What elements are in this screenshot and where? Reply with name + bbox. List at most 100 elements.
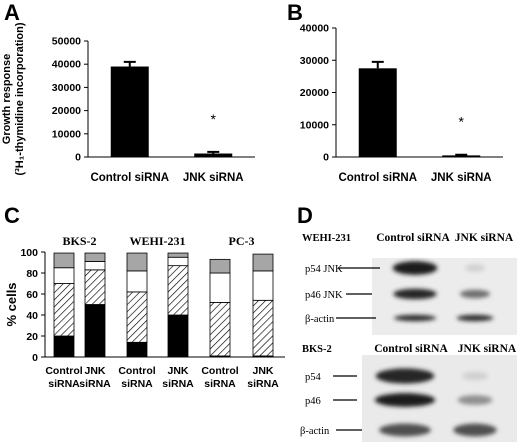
significance-marker: * <box>211 111 217 127</box>
stack-segment <box>167 252 189 258</box>
blot-column-header: Control siRNA <box>374 343 448 355</box>
y-tick-label: 0 <box>75 152 81 164</box>
blot-column-header: JNK siRNA <box>455 232 514 244</box>
chart-a: 0 10000 20000 30000 40000 50000 Control siRNA *… <box>1 22 255 184</box>
blot-row-label: p54 JNK <box>305 264 343 275</box>
blot-cell-line: BKS-2 <box>302 344 332 355</box>
y-tick-label: 50000 <box>52 36 81 48</box>
category-label-line1: JNK <box>252 365 273 377</box>
stack-segment <box>167 256 189 267</box>
blot-row-label: p46 <box>305 396 321 407</box>
stack-segment <box>252 270 274 301</box>
y-tick-label: 20000 <box>52 105 81 117</box>
stack-segment <box>126 291 148 343</box>
category-label-line2: siRNA <box>162 378 194 390</box>
group-label: WEHI-231 <box>129 234 185 248</box>
y-tick-label: 30000 <box>300 55 329 67</box>
bar <box>194 153 233 157</box>
bar <box>110 66 149 157</box>
panel-label-b: B <box>287 0 303 25</box>
stack-segment <box>53 283 75 337</box>
category-label-line1: Control <box>201 365 238 377</box>
blot-band <box>456 314 494 322</box>
bar <box>358 68 397 157</box>
y-tick-label: 40000 <box>300 23 329 35</box>
stack-segment <box>53 252 75 269</box>
panel-label-d: D <box>297 203 313 228</box>
category-label-line1: JNK <box>84 365 105 377</box>
category-label-line2: siRNA <box>79 378 111 390</box>
blot-d: WEHI-231 Control siRNA JNK siRNA p54 JNK p46… <box>300 232 517 442</box>
category-label-line2: siRNA <box>121 378 153 390</box>
blot-column-header: Control siRNA <box>376 232 450 244</box>
category-label-line2: siRNA <box>204 378 236 390</box>
y-axis-title: % cells <box>4 282 19 326</box>
category-label: JNK siRNA <box>431 172 492 184</box>
y-tick-label: 30000 <box>52 82 81 94</box>
stack-segment <box>167 265 189 316</box>
category-label-line1: JNK <box>167 365 188 377</box>
panel-label-c: C <box>4 203 20 228</box>
blot-band <box>393 288 437 300</box>
stack-segment <box>252 299 274 357</box>
blot-band <box>392 261 438 275</box>
stack-segment <box>126 341 148 358</box>
blot-row-label: β-actin <box>305 314 335 325</box>
stack-segment <box>209 258 231 274</box>
blot-band <box>457 395 493 405</box>
blot-band <box>374 393 436 407</box>
panel-label-a: A <box>4 0 20 25</box>
y-tick-label: 0 <box>32 352 38 364</box>
y-tick-label: 10000 <box>52 128 81 140</box>
stack-segment <box>126 252 148 272</box>
category-label-line2: siRNA <box>48 378 80 390</box>
stack-segment <box>84 304 106 358</box>
blot-row-label: β-actin <box>300 426 330 437</box>
stack-segment <box>53 267 75 284</box>
y-tick-label: 0 <box>323 152 329 164</box>
y-tick-label: 100 <box>20 247 38 259</box>
blot-column-header: JNK siRNA <box>458 343 517 355</box>
category-label-line2: siRNA <box>247 378 279 390</box>
y-tick-label: 20 <box>26 331 38 343</box>
y-axis-title: Growth response <box>1 54 13 144</box>
category-label: JNK siRNA <box>183 172 244 184</box>
blot-band <box>379 423 431 437</box>
bar <box>442 155 481 157</box>
stack-segment <box>84 269 106 305</box>
significance-marker: * <box>459 114 465 130</box>
category-label: Control siRNA <box>338 172 417 184</box>
category-label-line1: Control <box>45 365 82 377</box>
y-axis-title: (³H₁-thymidine incorporation) <box>14 22 26 175</box>
y-tick-label: 20000 <box>300 87 329 99</box>
category-label: Control siRNA <box>90 172 169 184</box>
blot-band <box>459 289 491 299</box>
stack-segment <box>126 270 148 293</box>
category-label-line1: Control <box>118 365 155 377</box>
stack-segment <box>209 301 231 357</box>
chart-b: 0 10000 20000 30000 40000 Control siRNA * JNK s… <box>300 23 503 184</box>
group-label: PC-3 <box>229 234 255 248</box>
y-tick-label: 60 <box>26 289 38 301</box>
y-tick-label: 40000 <box>52 59 81 71</box>
group-label: BKS-2 <box>62 234 96 248</box>
y-tick-label: 10000 <box>300 119 329 131</box>
stack-segment <box>252 253 274 272</box>
blot-cell-line: WEHI-231 <box>302 233 351 244</box>
blot-row-label: p46 JNK <box>305 290 343 301</box>
y-tick-label: 80 <box>26 268 38 280</box>
stack-segment <box>167 314 189 358</box>
blot-band <box>453 423 497 437</box>
blot-band <box>461 371 489 381</box>
blot-band <box>464 264 486 272</box>
y-tick-label: 40 <box>26 310 38 322</box>
blot-row-label: p54 <box>305 372 322 383</box>
stack-segment <box>84 261 106 271</box>
stack-segment <box>84 252 106 262</box>
stack-segment <box>53 335 75 358</box>
stack-segment <box>209 272 231 303</box>
blot-band <box>393 314 437 322</box>
blot-band <box>375 368 435 384</box>
